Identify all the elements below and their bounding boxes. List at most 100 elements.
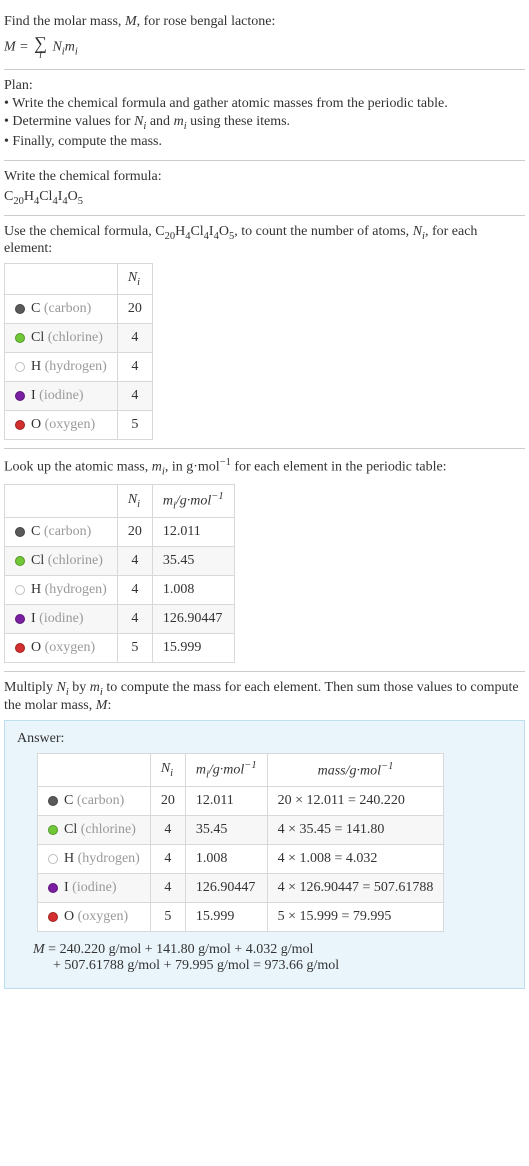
element-dot-icon	[15, 420, 25, 430]
element-name: (carbon)	[77, 793, 124, 808]
formula-lhs: M =	[4, 40, 32, 55]
header-blank	[5, 484, 118, 517]
header-blank	[5, 264, 118, 295]
header-ni: Ni	[117, 264, 152, 295]
n-cell: 5	[150, 903, 185, 932]
element-cell: O (oxygen)	[38, 903, 151, 932]
table-row: C (carbon)20	[5, 295, 153, 324]
m-cell: 12.011	[152, 518, 234, 547]
n-cell: 20	[117, 518, 152, 547]
table-row: C (carbon)2012.011	[5, 518, 235, 547]
table-row: Cl (chlorine)435.45	[5, 547, 235, 576]
element-dot-icon	[48, 912, 58, 922]
element-dot-icon	[15, 391, 25, 401]
n-cell: 20	[117, 295, 152, 324]
intro-text-a: Find the molar mass,	[4, 14, 125, 29]
element-symbol: O	[64, 909, 74, 924]
element-symbol: Cl	[31, 330, 44, 345]
element-cell: H (hydrogen)	[5, 576, 118, 605]
atom-count-table: Ni C (carbon)20Cl (chlorine)4H (hydrogen…	[4, 263, 153, 440]
formula-N: N	[52, 40, 61, 55]
element-dot-icon	[15, 333, 25, 343]
m-cell: 12.011	[185, 787, 267, 816]
element-name: (carbon)	[44, 301, 91, 316]
m-cell: 15.999	[185, 903, 267, 932]
table-row: H (hydrogen)41.008	[5, 576, 235, 605]
element-symbol: I	[31, 611, 36, 626]
element-name: (hydrogen)	[45, 582, 107, 597]
n-cell: 4	[117, 324, 152, 353]
molar-mass-formula: M = ∑i Nimi	[4, 34, 525, 61]
mass-cell: 4 × 1.008 = 4.032	[267, 845, 444, 874]
count-text: Use the chemical formula, C20H4Cl4I4O5, …	[4, 224, 525, 258]
element-cell: I (iodine)	[38, 874, 151, 903]
element-name: (iodine)	[39, 611, 83, 626]
element-dot-icon	[15, 643, 25, 653]
element-cell: Cl (chlorine)	[5, 547, 118, 576]
header-mi: mi/g·mol−1	[152, 484, 234, 517]
n-cell: 4	[150, 845, 185, 874]
m-cell: 35.45	[152, 547, 234, 576]
table-row: I (iodine)4	[5, 382, 153, 411]
element-name: (oxygen)	[45, 417, 96, 432]
element-cell: I (iodine)	[5, 382, 118, 411]
intro-line: Find the molar mass, M, for rose bengal …	[4, 14, 525, 30]
m-cell: 35.45	[185, 816, 267, 845]
eq-line-1: M = 240.220 g/mol + 141.80 g/mol + 4.032…	[33, 942, 512, 958]
intro-section: Find the molar mass, M, for rose bengal …	[4, 6, 525, 70]
plan-section: Plan: • Write the chemical formula and g…	[4, 70, 525, 161]
mass-cell: 5 × 15.999 = 79.995	[267, 903, 444, 932]
element-name: (carbon)	[44, 524, 91, 539]
eq-line-2: + 507.61788 g/mol + 79.995 g/mol = 973.6…	[33, 958, 512, 974]
element-symbol: H	[31, 582, 41, 597]
element-symbol: C	[31, 301, 40, 316]
element-cell: O (oxygen)	[5, 411, 118, 440]
table-row: O (oxygen)515.9995 × 15.999 = 79.995	[38, 903, 444, 932]
element-name: (oxygen)	[78, 909, 129, 924]
chemical-formula-inline: C20H4Cl4I4O5	[155, 224, 234, 239]
element-name: (iodine)	[39, 388, 83, 403]
table-row: Cl (chlorine)435.454 × 35.45 = 141.80	[38, 816, 444, 845]
n-cell: 5	[117, 411, 152, 440]
count-section: Use the chemical formula, C20H4Cl4I4O5, …	[4, 216, 525, 450]
element-symbol: I	[64, 880, 69, 895]
mass-section: Look up the atomic mass, mi, in g·mol−1 …	[4, 449, 525, 672]
m-cell: 15.999	[152, 634, 234, 663]
answer-label: Answer:	[17, 731, 512, 747]
element-dot-icon	[48, 883, 58, 893]
m-cell: 1.008	[185, 845, 267, 874]
n-cell: 4	[117, 576, 152, 605]
intro-M: M	[125, 14, 137, 29]
table-row: I (iodine)4126.904474 × 126.90447 = 507.…	[38, 874, 444, 903]
mass-cell: 20 × 12.011 = 240.220	[267, 787, 444, 816]
formula-m-i: i	[75, 47, 78, 58]
table-row: Cl (chlorine)4	[5, 324, 153, 353]
element-cell: O (oxygen)	[5, 634, 118, 663]
m-cell: 126.90447	[185, 874, 267, 903]
plan-heading: Plan:	[4, 78, 525, 94]
chem-formula-heading: Write the chemical formula:	[4, 169, 525, 185]
n-cell: 4	[117, 353, 152, 382]
element-name: (hydrogen)	[78, 851, 140, 866]
element-dot-icon	[15, 304, 25, 314]
element-cell: C (carbon)	[5, 295, 118, 324]
answer-table: Ni mi/g·mol−1 mass/g·mol−1 C (carbon)201…	[37, 753, 444, 932]
element-dot-icon	[15, 527, 25, 537]
n-cell: 4	[150, 816, 185, 845]
element-cell: Cl (chlorine)	[5, 324, 118, 353]
plan-item: • Write the chemical formula and gather …	[4, 96, 525, 112]
multiply-section: Multiply Ni by mi to compute the mass fo…	[4, 672, 525, 989]
sigma-icon: ∑i	[34, 34, 47, 61]
table-row: O (oxygen)5	[5, 411, 153, 440]
n-cell: 5	[117, 634, 152, 663]
element-dot-icon	[15, 614, 25, 624]
element-cell: I (iodine)	[5, 605, 118, 634]
element-dot-icon	[15, 585, 25, 595]
element-dot-icon	[48, 796, 58, 806]
element-symbol: Cl	[64, 822, 77, 837]
answer-box: Answer: Ni mi/g·mol−1 mass/g·mol−1 C (ca…	[4, 720, 525, 989]
element-name: (oxygen)	[45, 640, 96, 655]
element-symbol: O	[31, 417, 41, 432]
element-symbol: I	[31, 388, 36, 403]
element-name: (hydrogen)	[45, 359, 107, 374]
